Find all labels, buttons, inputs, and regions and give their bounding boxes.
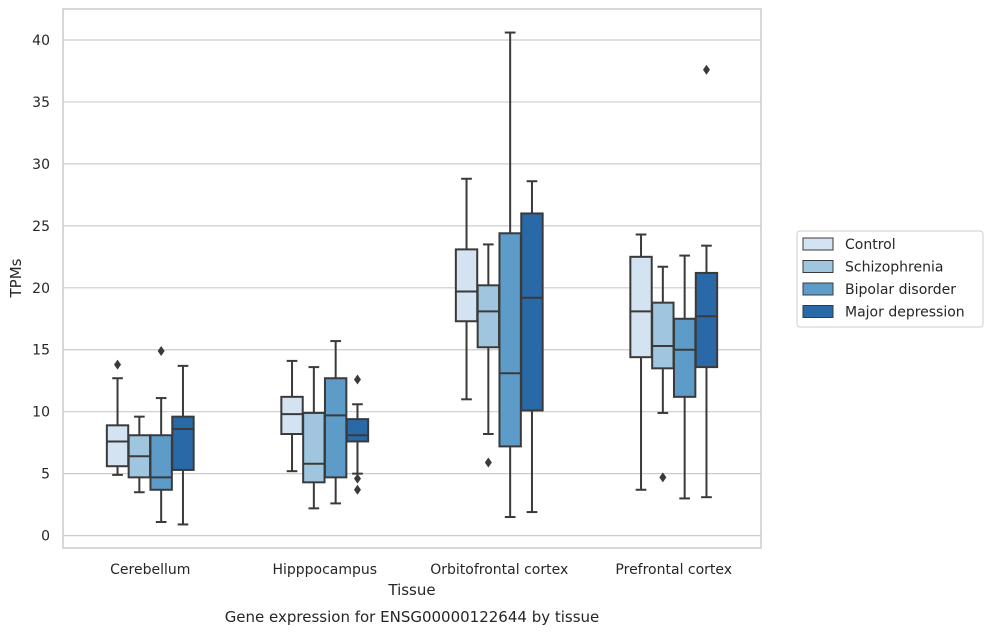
y-tick-label: 30 bbox=[32, 157, 50, 173]
legend-label: Major depression bbox=[845, 305, 965, 321]
legend-label: Schizophrenia bbox=[845, 260, 943, 276]
outlier-point bbox=[484, 457, 492, 468]
y-tick-label: 15 bbox=[32, 343, 50, 359]
box-iqr bbox=[476, 284, 501, 349]
box-iqr bbox=[629, 255, 653, 359]
x-axis-ticks: Cerebellum Hipppocampus Orbitofrontal cort… bbox=[110, 562, 732, 578]
box-bipolar-disorder bbox=[323, 340, 348, 505]
box-control bbox=[280, 359, 304, 473]
box-iqr bbox=[694, 271, 719, 369]
outlier-point bbox=[353, 374, 361, 385]
box-iqr bbox=[105, 424, 130, 468]
box-schizophrenia bbox=[651, 265, 675, 483]
legend-swatch bbox=[802, 305, 834, 318]
box-major-depression bbox=[520, 180, 544, 514]
x-tick-label: Cerebellum bbox=[110, 562, 190, 578]
legend-item: Schizophrenia bbox=[802, 260, 943, 276]
y-tick-label: 10 bbox=[32, 405, 50, 421]
box-iqr bbox=[280, 395, 304, 436]
box-schizophrenia bbox=[302, 366, 326, 510]
box-iqr bbox=[520, 212, 544, 412]
box-iqr bbox=[149, 434, 173, 491]
y-tick-label: 0 bbox=[41, 529, 50, 545]
x-tick-label: Orbitofrontal cortex bbox=[430, 562, 568, 578]
outlier-point bbox=[353, 473, 361, 484]
box-iqr bbox=[323, 377, 348, 479]
box-plot-series bbox=[105, 31, 719, 526]
box-bipolar-disorder bbox=[672, 254, 697, 500]
x-tick-label: Prefrontal cortex bbox=[615, 562, 732, 578]
legend-swatch bbox=[802, 260, 834, 273]
figure-caption: Gene expression for ENSG00000122644 by t… bbox=[225, 608, 600, 626]
legend-item: Major depression bbox=[802, 305, 965, 321]
x-tick-label: Hipppocampus bbox=[272, 562, 377, 578]
outlier-point bbox=[157, 345, 165, 356]
x-axis-label: Tissue bbox=[387, 581, 435, 599]
box-major-depression bbox=[345, 374, 370, 495]
box-schizophrenia bbox=[476, 243, 501, 468]
y-tick-label: 25 bbox=[32, 219, 50, 235]
y-tick-label: 40 bbox=[32, 33, 50, 49]
legend-label: Bipolar disorder bbox=[845, 282, 956, 298]
grid-lines bbox=[63, 39, 761, 537]
legend-label: Control bbox=[845, 237, 896, 253]
box-iqr bbox=[454, 248, 479, 323]
y-tick-label: 5 bbox=[41, 467, 50, 483]
outlier-point bbox=[353, 484, 361, 495]
y-tick-label: 35 bbox=[32, 95, 50, 111]
y-axis-label: TPMs bbox=[7, 258, 25, 298]
box-iqr bbox=[672, 317, 697, 398]
legend-swatch bbox=[802, 237, 834, 251]
box-iqr bbox=[651, 301, 675, 370]
outlier-point bbox=[659, 472, 667, 483]
legend-item: Control bbox=[802, 237, 896, 253]
outlier-point bbox=[114, 359, 122, 370]
box-iqr bbox=[302, 411, 326, 484]
y-axis-ticks: 0 5 10 15 20 25 30 35 40 bbox=[32, 33, 50, 545]
box-major-depression bbox=[171, 364, 195, 526]
box-control bbox=[105, 359, 130, 476]
legend: Control Schizophrenia Bipolar disorder Majo… bbox=[796, 230, 984, 328]
box-iqr bbox=[498, 232, 522, 448]
box-schizophrenia bbox=[127, 415, 152, 494]
plot-area-frame bbox=[62, 8, 762, 549]
box-control bbox=[629, 233, 653, 491]
legend-swatch bbox=[802, 282, 834, 296]
legend-item: Bipolar disorder bbox=[802, 282, 956, 298]
outlier-point bbox=[702, 64, 710, 75]
box-bipolar-disorder bbox=[149, 345, 173, 523]
box-bipolar-disorder bbox=[498, 31, 522, 519]
box-control bbox=[454, 177, 479, 401]
box-iqr bbox=[171, 415, 195, 471]
box-iqr bbox=[345, 418, 370, 443]
legend-frame bbox=[796, 230, 984, 328]
box-major-depression bbox=[694, 64, 719, 499]
y-tick-label: 20 bbox=[32, 281, 50, 297]
